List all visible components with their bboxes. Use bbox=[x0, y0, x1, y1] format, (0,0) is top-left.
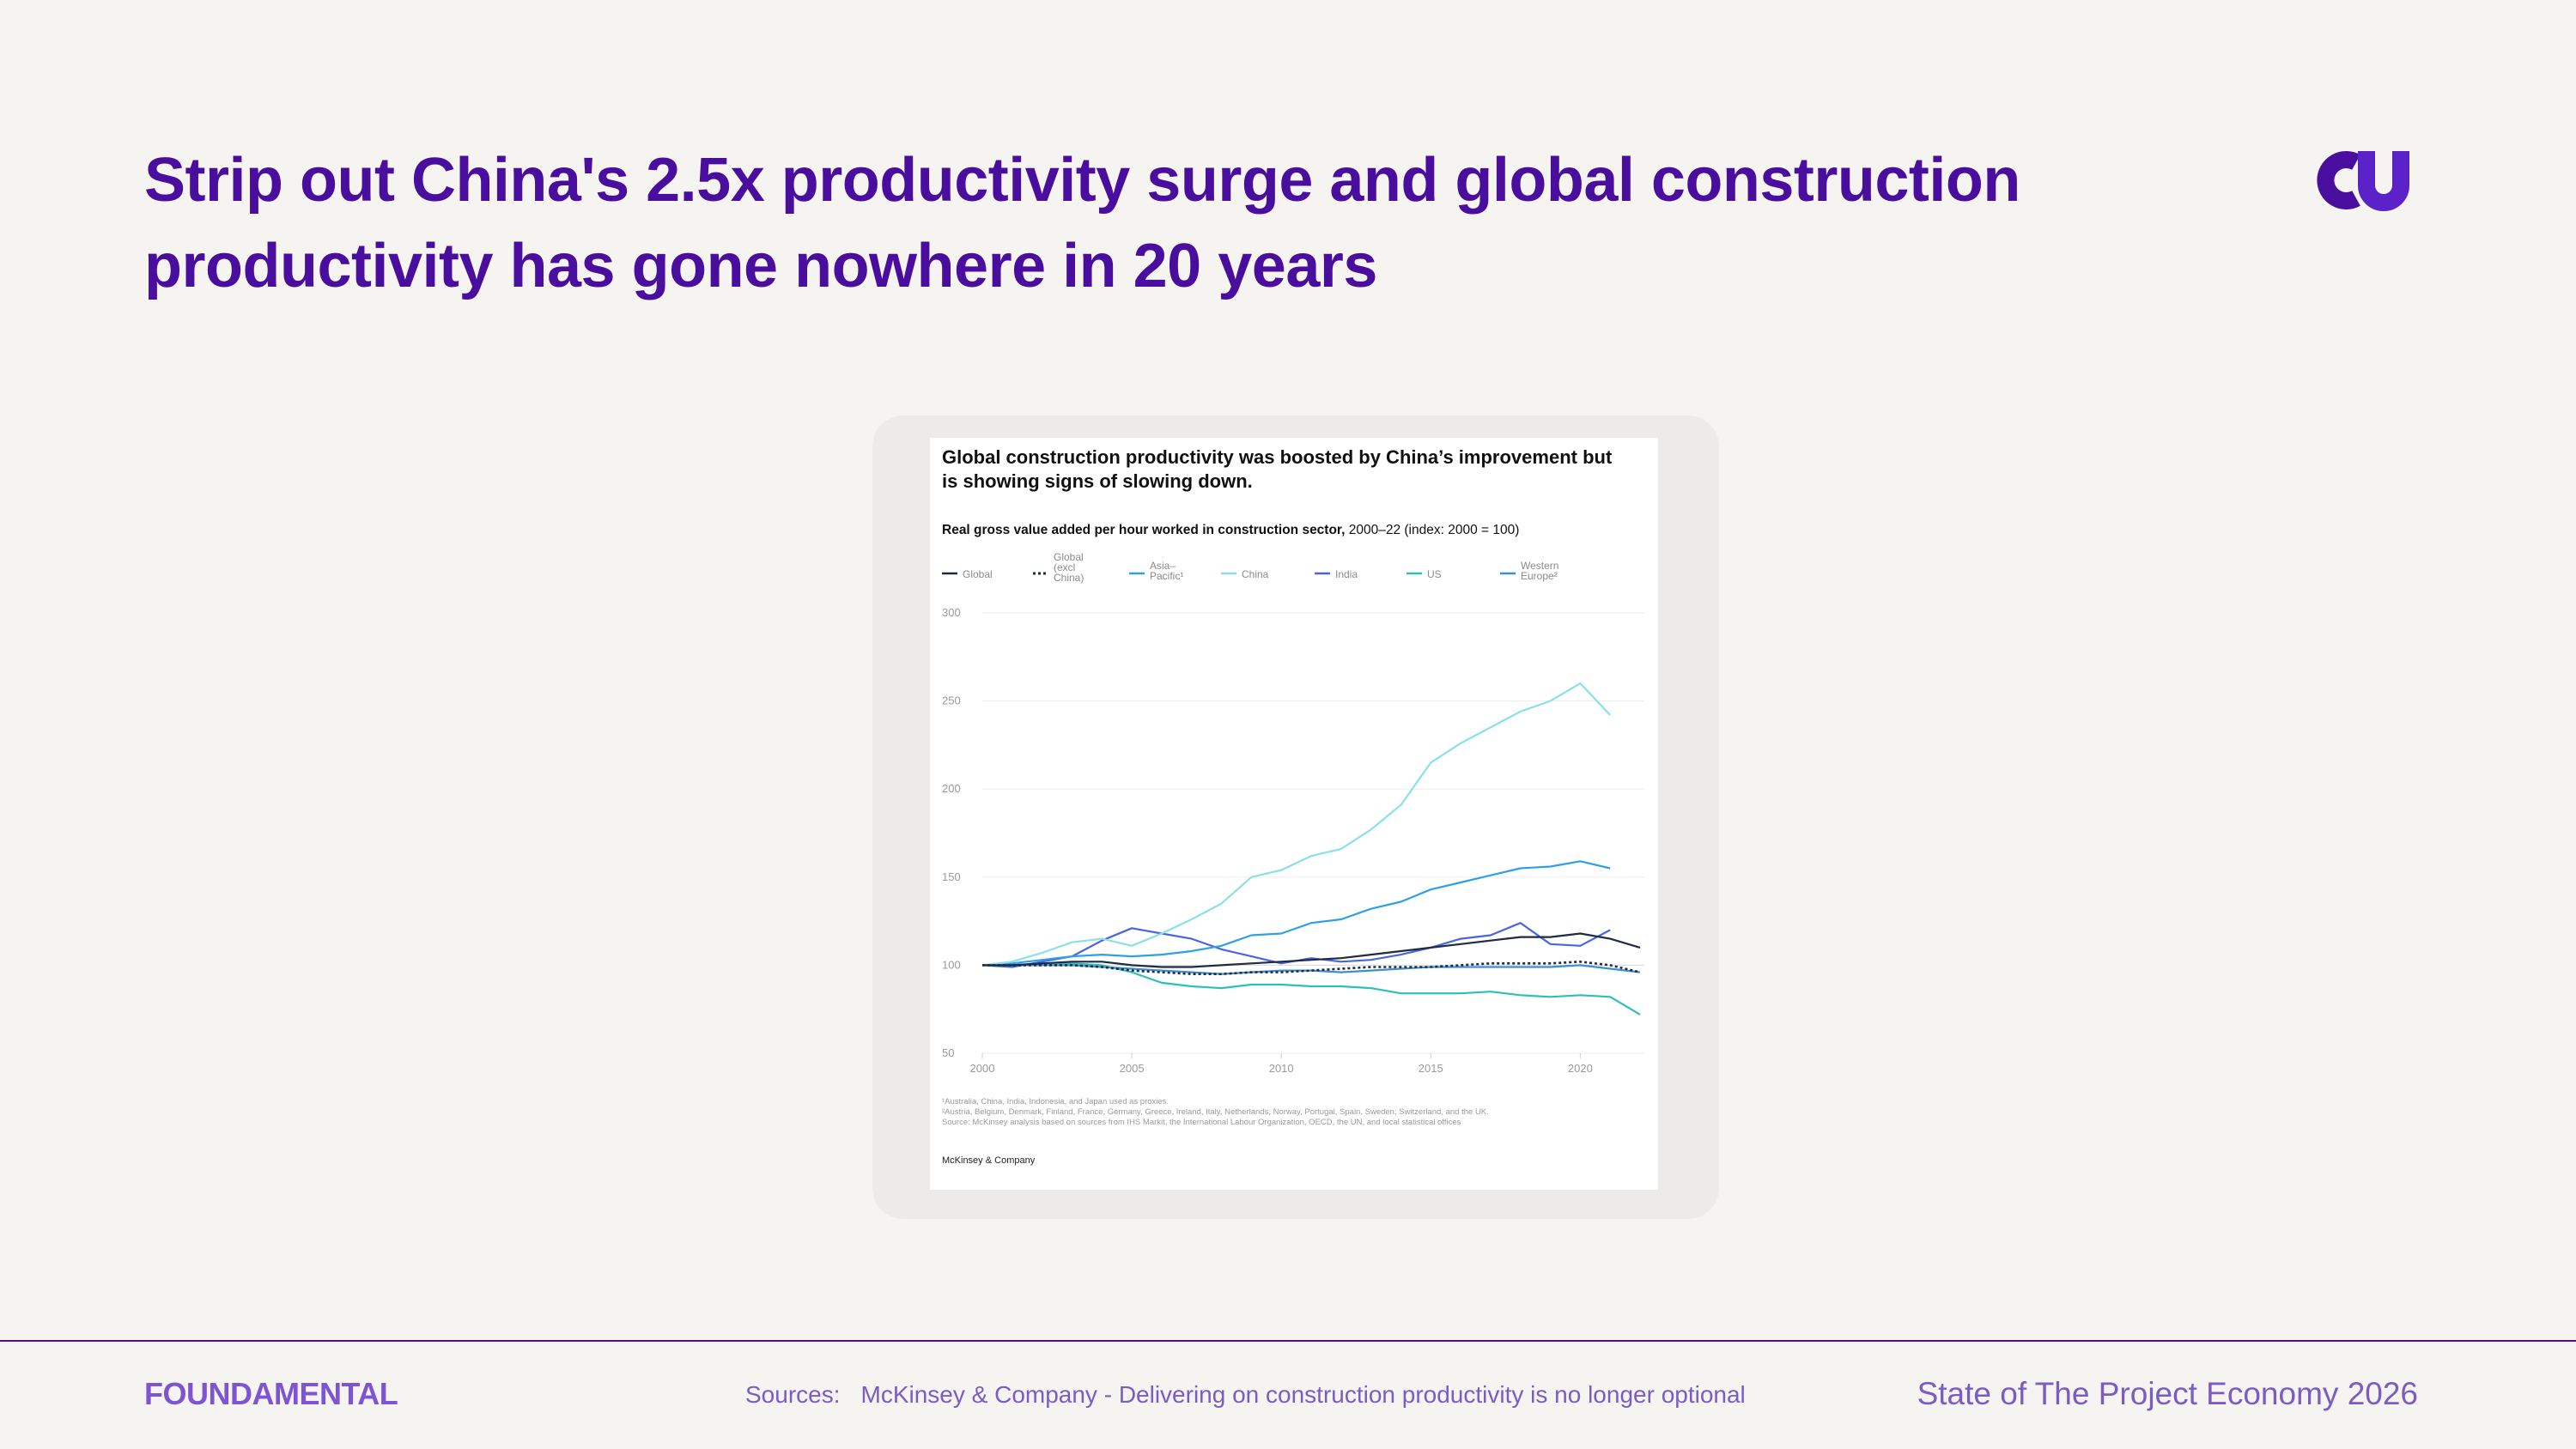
legend-label: Asia– bbox=[1150, 560, 1176, 572]
legend-item: China bbox=[1221, 568, 1269, 580]
chart-source-note: Source: McKinsey analysis based on sourc… bbox=[942, 1118, 1461, 1127]
y-tick-label: 300 bbox=[942, 606, 961, 619]
chart-gridlines bbox=[982, 612, 1644, 1054]
legend-label: Global bbox=[963, 568, 993, 580]
chart-title-line-2: is showing signs of slowing down. bbox=[942, 470, 1253, 492]
y-tick-label: 200 bbox=[942, 782, 961, 795]
line-chart: Global construction productivity was boo… bbox=[942, 446, 1644, 1166]
chart-footnote-2: ²Austria, Belgium, Denmark, Finland, Fra… bbox=[942, 1107, 1489, 1117]
chart-panel: Global construction productivity was boo… bbox=[930, 438, 1658, 1190]
x-tick-label: 2010 bbox=[1269, 1062, 1294, 1075]
legend-item: Global bbox=[942, 568, 993, 580]
footer-sources: Sources: McKinsey & Company - Delivering … bbox=[745, 1379, 1746, 1410]
legend-label: Western bbox=[1521, 560, 1558, 572]
series-line-us bbox=[982, 962, 1641, 1016]
legend-item: US bbox=[1406, 568, 1442, 580]
sources-label: Sources: bbox=[745, 1381, 841, 1408]
report-title: State of The Project Economy 2026 bbox=[1917, 1376, 2418, 1411]
legend-label: Pacific¹ bbox=[1150, 570, 1183, 582]
legend-item: India bbox=[1315, 568, 1358, 580]
footer-divider bbox=[0, 1340, 2576, 1342]
chart-footnote-1: ¹Australia, China, India, Indonesia, and… bbox=[942, 1097, 1169, 1106]
series-line-global bbox=[982, 932, 1641, 968]
chart-subtitle-measure: Real gross value added per hour worked i… bbox=[942, 523, 1345, 537]
y-tick-label: 100 bbox=[942, 958, 961, 971]
y-tick-label: 50 bbox=[942, 1046, 954, 1059]
series-line-asia-pacific bbox=[981, 860, 1611, 967]
x-tick-label: 2015 bbox=[1419, 1062, 1443, 1075]
footer-company-logo: FOUNDAMENTAL bbox=[144, 1376, 398, 1411]
legend-label: China) bbox=[1054, 572, 1084, 584]
slide-headline: Strip out China's 2.5x productivity surg… bbox=[144, 137, 2205, 309]
y-tick-label: 150 bbox=[942, 870, 961, 883]
legend-label: India bbox=[1335, 568, 1358, 580]
x-tick-label: 2020 bbox=[1568, 1062, 1593, 1075]
series-line-china bbox=[981, 682, 1612, 967]
chart-title-line-1: Global construction productivity was boo… bbox=[942, 446, 1613, 468]
legend-label: US bbox=[1427, 568, 1442, 580]
brand-logo-icon bbox=[2317, 151, 2409, 211]
sources-text: McKinsey & Company - Delivering on const… bbox=[860, 1381, 1746, 1408]
chart-series-lines bbox=[981, 682, 1641, 1016]
legend-label: Europe² bbox=[1521, 570, 1558, 582]
headline-line-2: productivity has gone nowhere in 20 year… bbox=[144, 232, 1377, 300]
headline-line-1: Strip out China's 2.5x productivity surg… bbox=[144, 146, 2020, 215]
y-tick-label: 250 bbox=[942, 694, 961, 707]
legend-label: (excl bbox=[1054, 561, 1075, 573]
chart-credit: McKinsey & Company bbox=[942, 1155, 1036, 1166]
legend-label: China bbox=[1242, 568, 1269, 580]
y-axis-ticks: 300 250 200 150 100 50 bbox=[942, 606, 961, 1059]
series-line-global-excl-china bbox=[982, 961, 1641, 975]
chart-subtitle: Real gross value added per hour worked i… bbox=[942, 523, 1519, 537]
x-tick-label: 2000 bbox=[970, 1062, 995, 1075]
legend-label: Global bbox=[1054, 551, 1084, 563]
chart-subtitle-range: 2000–22 (index: 2000 = 100) bbox=[1345, 523, 1519, 537]
x-axis-ticks: 2000 2005 2010 2015 2020 bbox=[970, 1053, 1593, 1075]
x-tick-label: 2005 bbox=[1120, 1062, 1145, 1075]
legend-item: Asia–Pacific¹ bbox=[1129, 560, 1183, 582]
